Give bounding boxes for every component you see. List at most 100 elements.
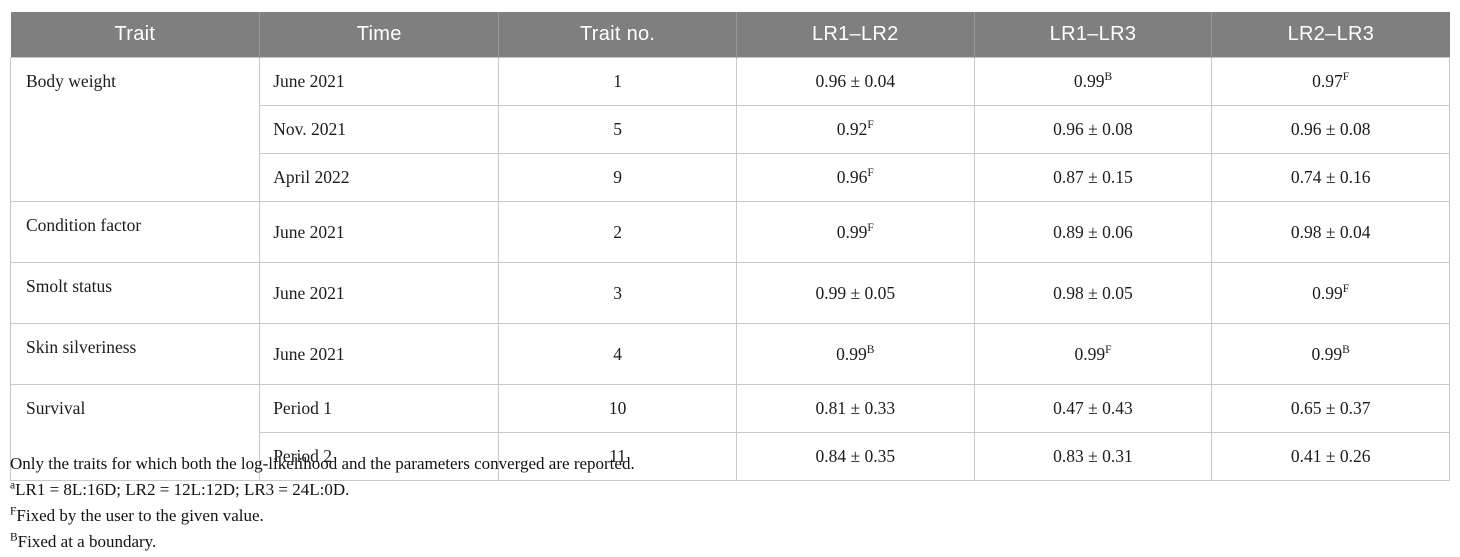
fixed-flag-superscript: B (866, 343, 875, 356)
trait-no-cell: 1 (498, 57, 737, 106)
fixed-flag-superscript: F (1342, 71, 1350, 84)
column-header-3: LR1–LR2 (736, 12, 975, 58)
trait-cell: Smolt status (9, 262, 261, 324)
table-footnotes: Only the traits for which both the log-l… (10, 451, 1450, 555)
lr2-lr3-value-cell: 0.96 ± 0.08 (1211, 105, 1450, 154)
time-cell: Nov. 2021 (259, 105, 500, 154)
results-table-container: Trait Time Trait no. LR1–LR2 LR1–LR3 LR2–LR3 … (9, 12, 1450, 481)
time-cell: June 2021 (259, 323, 500, 385)
trait-cell: Survival (9, 384, 261, 481)
trait-no-cell: 4 (498, 323, 737, 385)
lr1-lr2-value-cell: 0.99 ± 0.05 (735, 262, 975, 324)
estimate-value: 0.98 ± 0.05 (1053, 282, 1133, 303)
results-table: Trait Time Trait no. LR1–LR2 LR1–LR3 LR2–LR3 … (9, 12, 1450, 481)
time-cell: April 2022 (259, 153, 500, 202)
table-row: Smolt status June 2021 3 0.99 ± 0.05 0.98 ± … (9, 262, 1450, 324)
trait-no-cell: 10 (498, 384, 737, 433)
estimate-value: 0.84 ± 0.35 (815, 446, 896, 466)
time-cell: June 2021 (259, 57, 500, 106)
trait-cell: Skin silveriness (9, 323, 261, 385)
estimate-value: 0.99 (1311, 343, 1343, 364)
estimate-value: 0.87 ± 0.15 (1053, 167, 1133, 187)
estimate-value: 0.99 (836, 343, 867, 364)
footnote-text: LR1 = 8L:16D; LR2 = 12L:12D; LR3 = 24L:0… (15, 480, 350, 499)
time-cell: Period 1 (259, 384, 500, 433)
footnote-superscript: F (10, 505, 17, 518)
fixed-flag-superscript: F (1342, 282, 1350, 295)
column-header-4: LR1–LR3 (974, 12, 1213, 58)
trait-no-cell: 3 (498, 262, 737, 324)
column-header-2: Trait no. (498, 12, 737, 58)
fixed-flag-superscript: F (867, 221, 874, 234)
table-row: Body weight June 2021 1 0.96 ± 0.04 0.99B 0.9… (9, 57, 1450, 202)
lr1-lr2-value-cell: 0.84 ± 0.35 (735, 432, 975, 481)
trait-cell: Condition factor (9, 201, 261, 263)
lr2-lr3-value-cell: 0.99B (1211, 323, 1450, 385)
estimate-value: 0.98 ± 0.04 (1290, 221, 1371, 242)
lr1-lr3-value-cell: 0.98 ± 0.05 (973, 262, 1213, 324)
lr1-lr3-value-cell: 0.99F (973, 323, 1213, 385)
table-row: Condition factor June 2021 2 0.99F 0.89 ± 0.… (9, 201, 1450, 263)
lr1-lr3-value-cell: 0.83 ± 0.31 (973, 432, 1213, 481)
footnote-text: Only the traits for which both the log-l… (10, 454, 635, 473)
table-body: Body weight June 2021 1 0.96 ± 0.04 0.99B 0.9… (9, 57, 1450, 481)
lr1-lr3-value-cell: 0.47 ± 0.43 (973, 384, 1213, 433)
column-header-1: Time (259, 12, 500, 58)
lr2-lr3-value-cell: 0.41 ± 0.26 (1211, 432, 1450, 481)
trait-no-cell: 9 (498, 153, 737, 202)
footnote-superscript: B (10, 531, 18, 544)
trait-cell: Body weight (9, 57, 261, 202)
table-row: Nov. 2021 5 0.92F 0.96 ± 0.08 0.96 ± 0.08 (11, 105, 1450, 154)
table-header: Trait Time Trait no. LR1–LR2 LR1–LR3 LR2–LR3 (10, 12, 1450, 58)
fixed-flag-superscript: F (867, 119, 874, 132)
trait-no-cell: 11 (498, 432, 737, 481)
time-cell: Period 2 (259, 432, 500, 481)
footnote-line-3: BFixed at a boundary. (10, 529, 1450, 555)
fixed-flag-superscript: B (1342, 343, 1350, 356)
estimate-value: 0.74 ± 0.16 (1290, 167, 1371, 187)
footnote-line-2: FFixed by the user to the given value. (10, 503, 1450, 529)
lr1-lr3-value-cell: 0.99B (973, 57, 1213, 106)
lr1-lr2-value-cell: 0.99B (735, 323, 975, 385)
table-row: Period 2 11 0.84 ± 0.35 0.83 ± 0.31 0.41 ± 0… (11, 432, 1450, 481)
fixed-flag-superscript: F (1105, 343, 1112, 356)
lr1-lr3-value-cell: 0.89 ± 0.06 (973, 201, 1213, 263)
lr2-lr3-value-cell: 0.98 ± 0.04 (1211, 201, 1450, 263)
table-row: Survival Period 1 10 0.81 ± 0.33 0.47 ± 0.43… (9, 384, 1450, 481)
lr2-lr3-value-cell: 0.97F (1211, 57, 1450, 106)
fixed-flag-superscript: B (1104, 71, 1113, 84)
estimate-value: 0.96 (836, 167, 868, 187)
table-row: April 2022 9 0.96F 0.87 ± 0.15 0.74 ± 0.16 (11, 153, 1450, 202)
estimate-value: 0.89 ± 0.06 (1053, 221, 1133, 242)
lr2-lr3-value-cell: 0.99F (1211, 262, 1450, 324)
lr1-lr3-value-cell: 0.87 ± 0.15 (973, 153, 1213, 202)
estimate-value: 0.92 (836, 119, 868, 139)
estimate-value: 0.83 ± 0.31 (1053, 446, 1133, 466)
estimate-value: 0.65 ± 0.37 (1290, 398, 1371, 418)
lr2-lr3-value-cell: 0.65 ± 0.37 (1211, 384, 1450, 433)
footnote-line-1: aLR1 = 8L:16D; LR2 = 12L:12D; LR3 = 24L:… (10, 477, 1450, 503)
column-header-5: LR2–LR3 (1211, 12, 1450, 58)
table-row: Skin silveriness June 2021 4 0.99B 0.99F 0.99… (9, 323, 1450, 385)
trait-no-cell: 5 (498, 105, 737, 154)
lr1-lr2-value-cell: 0.99F (735, 201, 975, 263)
lr2-lr3-value-cell: 0.74 ± 0.16 (1211, 153, 1450, 202)
lr1-lr2-value-cell: 0.96F (735, 153, 975, 202)
estimate-value: 0.96 ± 0.08 (1053, 119, 1133, 139)
trait-no-cell: 2 (498, 201, 737, 263)
estimate-value: 0.47 ± 0.43 (1053, 398, 1133, 418)
estimate-value: 0.99 (1073, 71, 1105, 91)
estimate-value: 0.96 ± 0.04 (815, 71, 896, 91)
lr1-lr2-value-cell: 0.81 ± 0.33 (735, 384, 975, 433)
estimate-value: 0.41 ± 0.26 (1290, 446, 1371, 466)
time-cell: June 2021 (259, 262, 500, 324)
table-header-row: Trait Time Trait no. LR1–LR2 LR1–LR3 LR2–LR3 (10, 12, 1450, 58)
estimate-value: 0.81 ± 0.33 (815, 398, 896, 418)
footnote-text: Fixed by the user to the given value. (16, 506, 264, 525)
estimate-value: 0.99 (1312, 282, 1343, 303)
footnote-line-0: Only the traits for which both the log-l… (10, 451, 1450, 477)
time-cell: June 2021 (259, 201, 500, 263)
column-header-0: Trait (10, 12, 261, 58)
lr1-lr2-value-cell: 0.96 ± 0.04 (735, 57, 975, 106)
estimate-value: 0.99 (1074, 343, 1106, 364)
